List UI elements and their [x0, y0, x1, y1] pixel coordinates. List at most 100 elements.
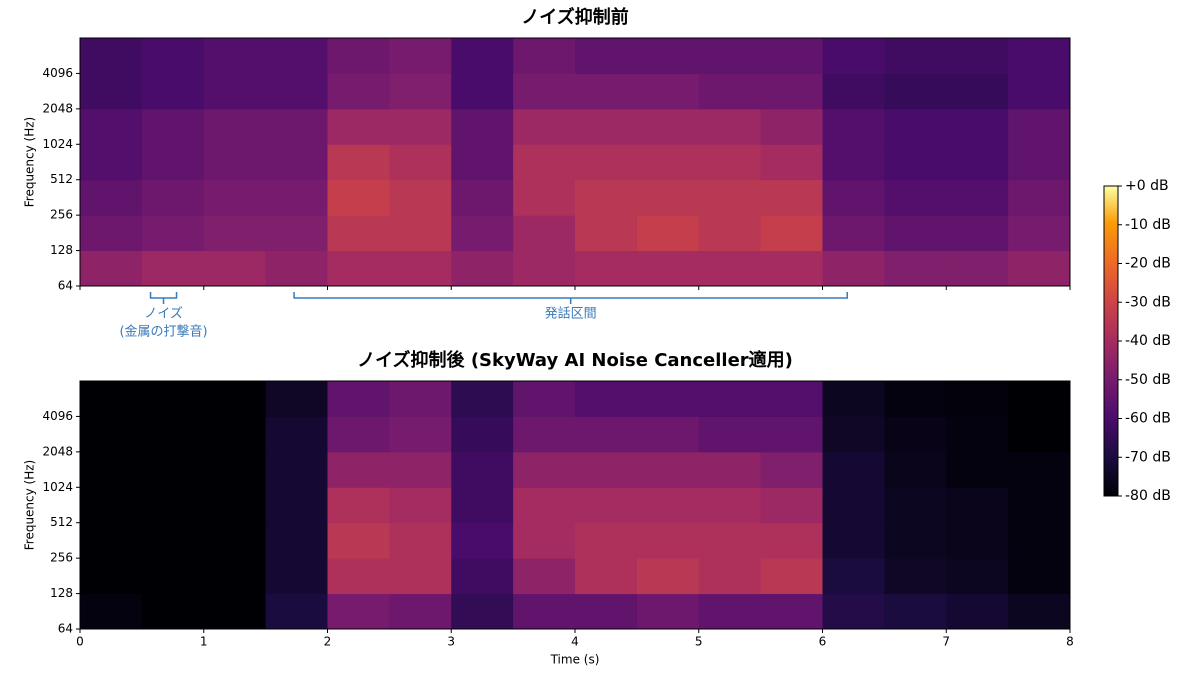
cell [1008, 593, 1071, 630]
cell [946, 38, 1009, 74]
cell [760, 73, 823, 110]
cell [822, 558, 885, 595]
cell [265, 416, 328, 453]
x-axis-label: Time (s) [550, 653, 600, 667]
y-tick-label: 2048 [42, 444, 73, 458]
cell [513, 215, 576, 252]
y-axis-label: Frequency (Hz) [23, 117, 37, 208]
cell [513, 179, 576, 216]
y-tick-label: 2048 [42, 101, 73, 115]
cell [760, 451, 823, 488]
cell [760, 144, 823, 181]
cell [141, 250, 205, 287]
colorbar-tick-label: -40 dB [1125, 333, 1171, 349]
cell [698, 179, 762, 216]
cell [451, 487, 514, 524]
cell [80, 73, 143, 110]
cell [822, 487, 885, 524]
cell [327, 38, 390, 74]
cell [513, 381, 576, 417]
cell [513, 73, 576, 110]
chart-title: ノイズ抑制前 [521, 6, 628, 28]
cell [389, 522, 452, 559]
cell [80, 416, 143, 453]
x-tick-label: 2 [324, 635, 332, 649]
cell [327, 108, 390, 145]
cell [760, 558, 823, 595]
cell [141, 215, 205, 252]
cell [265, 381, 328, 417]
cell [203, 215, 267, 252]
x-tick-label: 0 [76, 635, 84, 649]
cell [946, 487, 1009, 524]
colorbar-tick-label: -60 dB [1125, 411, 1171, 427]
cell [327, 558, 390, 595]
cell [760, 250, 823, 287]
cell [265, 558, 328, 595]
cell [451, 250, 514, 287]
cell [822, 381, 885, 417]
cell [265, 215, 328, 252]
cell [451, 381, 514, 417]
cell [575, 215, 638, 252]
cell [636, 487, 700, 524]
cell [946, 179, 1009, 216]
cell [203, 179, 267, 216]
cell [946, 558, 1009, 595]
y-tick-label: 128 [50, 243, 73, 257]
cell [698, 250, 762, 287]
cell [760, 487, 823, 524]
cell [884, 73, 947, 110]
cell [141, 558, 205, 595]
cell [141, 451, 205, 488]
y-tick-label: 512 [50, 172, 73, 186]
cell [822, 215, 885, 252]
cell [698, 381, 762, 417]
cell [265, 108, 328, 145]
cell [389, 250, 452, 287]
y-tick-label: 128 [50, 586, 73, 600]
cell [389, 73, 452, 110]
annotation: ノイズ [144, 306, 183, 322]
cell [1008, 522, 1071, 559]
cell [327, 144, 390, 181]
cell [141, 38, 205, 74]
cell [80, 451, 143, 488]
x-tick-label: 8 [1066, 635, 1074, 649]
cell [698, 522, 762, 559]
cell [80, 381, 143, 417]
cell [80, 108, 143, 145]
cell [1008, 179, 1071, 216]
cell [884, 38, 947, 74]
cell [80, 144, 143, 181]
colorbar-tick-label: -70 dB [1125, 449, 1171, 465]
colorbar-tick-label: -30 dB [1125, 294, 1171, 310]
cell [327, 381, 390, 417]
cell [327, 73, 390, 110]
cell [513, 487, 576, 524]
cell [141, 416, 205, 453]
cell [575, 250, 638, 287]
cell [575, 144, 638, 181]
cell [451, 558, 514, 595]
cell [884, 144, 947, 181]
cell [946, 73, 1009, 110]
cell [636, 215, 700, 252]
cell [513, 593, 576, 630]
x-tick-label: 1 [200, 635, 208, 649]
cell [946, 144, 1009, 181]
y-tick-label: 512 [50, 515, 73, 529]
x-tick-label: 3 [447, 635, 455, 649]
cell [698, 593, 762, 630]
cell [822, 73, 885, 110]
cell [760, 416, 823, 453]
cell [451, 179, 514, 216]
cell [265, 487, 328, 524]
cell [80, 487, 143, 524]
cell [1008, 381, 1071, 417]
annotation: (金属の打撃音) [119, 324, 207, 340]
cell [265, 38, 328, 74]
y-tick-label: 4096 [42, 66, 73, 80]
